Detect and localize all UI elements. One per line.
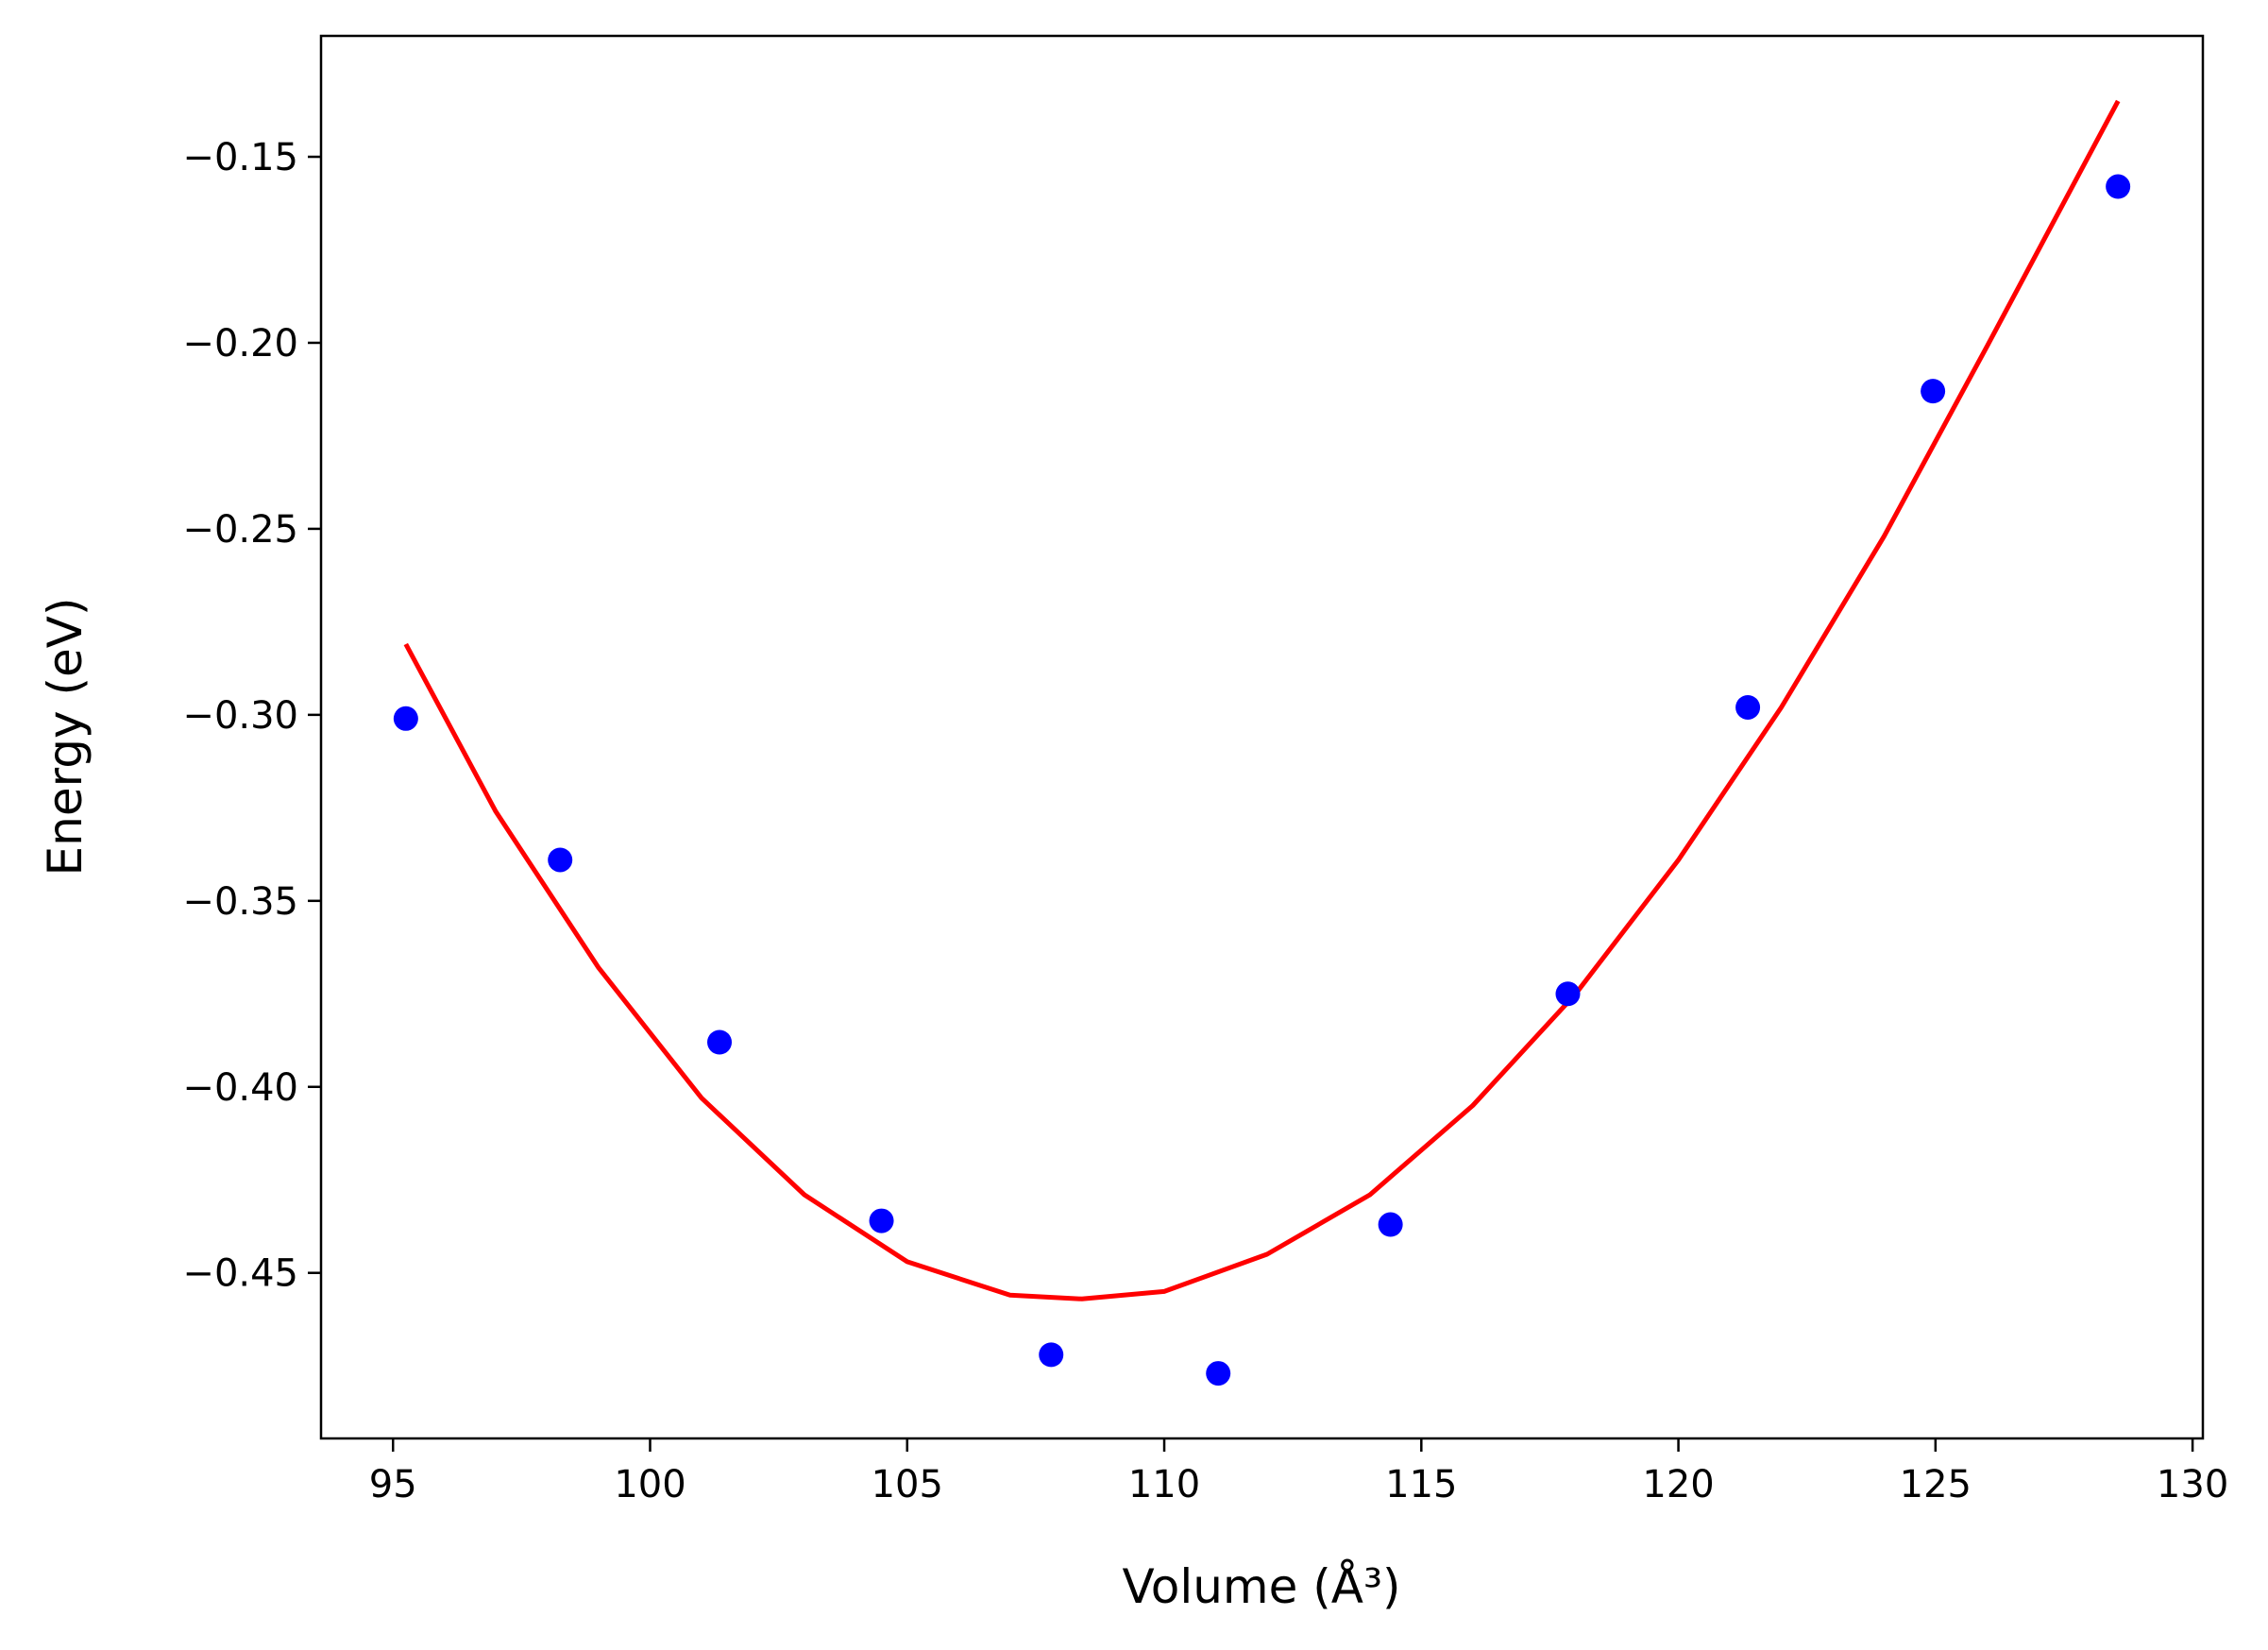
data-point: [548, 847, 573, 873]
plot-frame: [319, 34, 2205, 1440]
fit-curve: [403, 99, 2121, 1301]
y-tick-label: −0.35: [182, 880, 298, 924]
plot-area: [393, 99, 2131, 1386]
x-tick-label: 120: [1642, 1463, 1714, 1506]
x-axis-label: Volume (Å³): [1122, 1559, 1400, 1614]
y-tick-label: −0.45: [182, 1252, 298, 1296]
x-axis: 95 100 105 110 115 120 125 130: [369, 1438, 2228, 1506]
data-point: [707, 1029, 733, 1055]
y-tick-label: −0.40: [182, 1066, 298, 1110]
x-tick-label: 100: [614, 1463, 685, 1506]
x-tick-label: 125: [1900, 1463, 1972, 1506]
y-axis: −0.15 −0.20 −0.25 −0.30 −0.35 −0.40 −0.45: [182, 136, 321, 1296]
data-point: [393, 706, 418, 731]
x-tick-label: 105: [872, 1463, 943, 1506]
x-tick-label: 110: [1128, 1463, 1200, 1506]
y-tick-label: −0.25: [182, 508, 298, 552]
y-tick-label: −0.30: [182, 694, 298, 738]
x-tick-label: 115: [1385, 1463, 1457, 1506]
data-point: [1735, 694, 1761, 720]
data-point: [1206, 1361, 1231, 1386]
data-point: [869, 1208, 894, 1233]
x-tick-label: 130: [2157, 1463, 2228, 1506]
y-tick-label: −0.20: [182, 322, 298, 366]
data-point: [1555, 981, 1581, 1007]
x-tick-label: 95: [369, 1463, 417, 1506]
data-point: [1378, 1212, 1403, 1237]
y-axis-label: Energy (eV): [38, 598, 93, 876]
y-tick-label: −0.15: [182, 136, 298, 179]
data-point: [1039, 1342, 1064, 1368]
data-point: [1921, 379, 1946, 404]
data-point: [2106, 174, 2131, 199]
